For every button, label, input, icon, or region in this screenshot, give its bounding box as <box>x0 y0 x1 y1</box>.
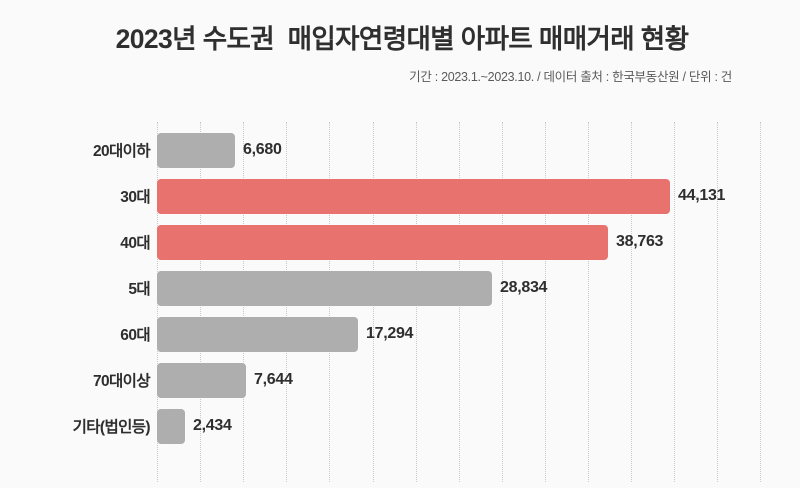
bar-row: 60대 17,294 <box>0 311 800 357</box>
bar[interactable] <box>157 178 670 214</box>
bar-value-label: 7,644 <box>254 371 293 388</box>
category-label: 20대이하 <box>92 143 151 160</box>
bar-row: 40대 38,763 <box>0 219 800 265</box>
bar[interactable] <box>157 224 608 260</box>
chart-header: 2023년 수도권 매입자연령대별 아파트 매매거래 현황 기간 : 2023.… <box>0 0 800 85</box>
bar-track: 44,131 <box>157 173 800 219</box>
bar-value-label: 38,763 <box>616 233 664 250</box>
bar-track: 28,834 <box>157 265 800 311</box>
page-title: 2023년 수도권 매입자연령대별 아파트 매매거래 현황 <box>115 24 689 54</box>
plot-area: 20대이하 6,680 30대 44,131 40대 38,763 5대 28,834 60대 1… <box>0 110 800 488</box>
bar-value-label: 2,434 <box>193 417 232 434</box>
bar-value-label: 6,680 <box>243 141 282 158</box>
bar-value-label: 44,131 <box>678 187 726 204</box>
bar[interactable] <box>157 132 235 168</box>
bar-track: 17,294 <box>157 311 800 357</box>
bar[interactable] <box>157 408 185 444</box>
category-label: 70대이상 <box>92 373 151 390</box>
category-label: 5대 <box>128 281 150 298</box>
bar-track: 2,434 <box>157 403 800 449</box>
category-label: 40대 <box>120 235 150 252</box>
bar-row: 5대 28,834 <box>0 265 800 311</box>
category-label: 30대 <box>120 189 150 206</box>
bar-track: 38,763 <box>157 219 800 265</box>
bar-list: 20대이하 6,680 30대 44,131 40대 38,763 5대 28,834 60대 1… <box>0 110 800 488</box>
bar-row: 70대이상 7,644 <box>0 357 800 403</box>
bar[interactable] <box>157 316 358 352</box>
chart-subtitle: 기간 : 2023.1.~2023.10. / 데이터 출처 : 한국부동산원 … <box>409 70 732 85</box>
bar-row: 30대 44,131 <box>0 173 800 219</box>
category-label: 60대 <box>120 327 150 344</box>
bar-value-label: 28,834 <box>500 279 548 296</box>
category-label: 기타(법인등) <box>72 419 151 436</box>
bar-value-label: 17,294 <box>366 325 414 342</box>
bar-row: 20대이하 6,680 <box>0 127 800 173</box>
bar[interactable] <box>157 362 246 398</box>
bar-row: 기타(법인등) 2,434 <box>0 403 800 449</box>
bar-track: 6,680 <box>157 127 800 173</box>
bar[interactable] <box>157 270 492 306</box>
bar-track: 7,644 <box>157 357 800 403</box>
